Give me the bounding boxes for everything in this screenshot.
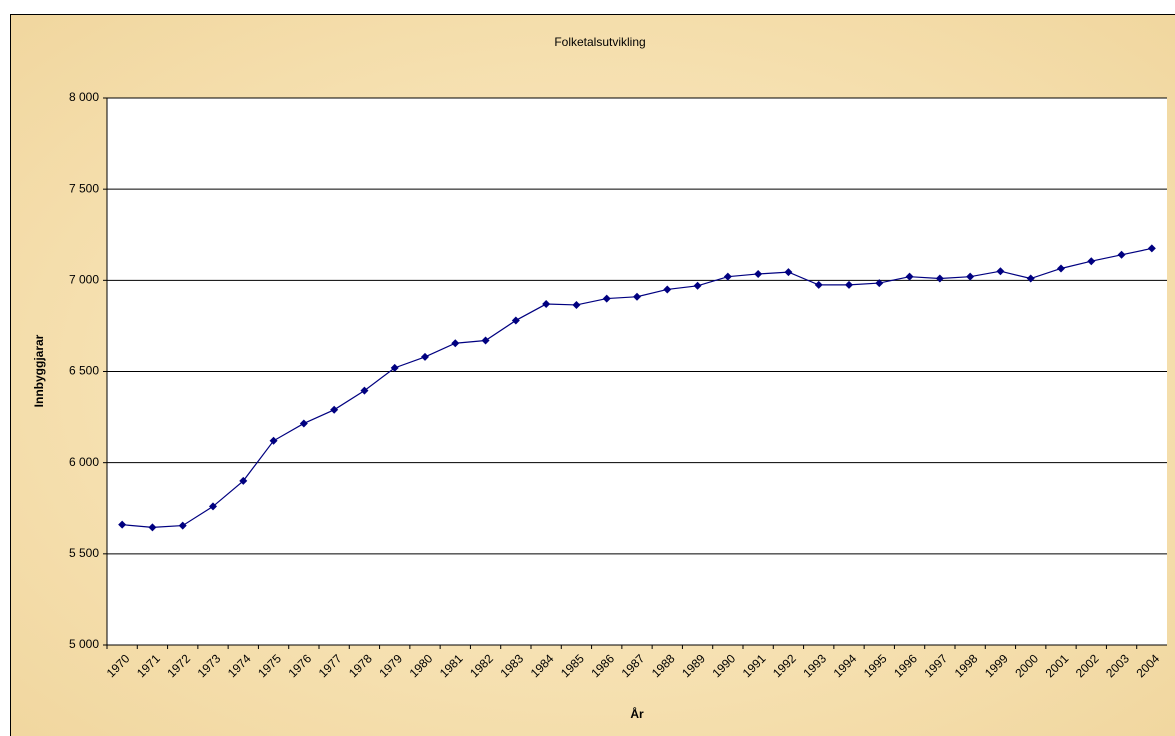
point	[754, 269, 763, 278]
y-tick-label: 5 500	[69, 546, 99, 560]
y-tick-label: 7 500	[69, 181, 99, 195]
point	[602, 294, 611, 303]
point	[1117, 250, 1126, 259]
point	[1057, 264, 1065, 273]
point	[511, 316, 520, 325]
y-tick-label: 8 000	[69, 90, 99, 104]
point	[996, 267, 1005, 276]
y-tick-label: 6 500	[69, 364, 99, 378]
x-axis-title: År	[630, 706, 644, 721]
point	[1026, 274, 1035, 283]
point	[118, 520, 127, 529]
y-tick-label: 7 000	[69, 273, 99, 287]
point	[966, 272, 975, 281]
point	[572, 300, 581, 309]
chart-title: Folketalsutvikling	[554, 35, 645, 49]
point	[178, 521, 187, 530]
point	[1147, 244, 1156, 253]
point	[663, 285, 672, 294]
point	[390, 363, 399, 372]
point	[875, 279, 884, 288]
point	[209, 502, 217, 511]
point	[360, 386, 369, 395]
point	[1087, 257, 1096, 266]
point	[269, 436, 278, 445]
point	[784, 268, 793, 277]
y-tick-label: 5 000	[69, 637, 99, 651]
point	[935, 274, 944, 283]
y-tick-label: 6 000	[69, 455, 99, 469]
point	[814, 280, 823, 289]
y-axis-title: Innbyggjarar	[32, 334, 46, 407]
point	[148, 523, 157, 532]
point	[330, 405, 339, 414]
point	[633, 292, 641, 301]
point	[451, 339, 460, 348]
point	[905, 272, 914, 281]
point	[299, 419, 308, 428]
point	[239, 476, 248, 485]
point	[693, 281, 702, 290]
point	[421, 352, 429, 361]
point	[481, 336, 490, 345]
point	[845, 280, 853, 289]
point	[542, 300, 551, 309]
point	[723, 272, 732, 281]
